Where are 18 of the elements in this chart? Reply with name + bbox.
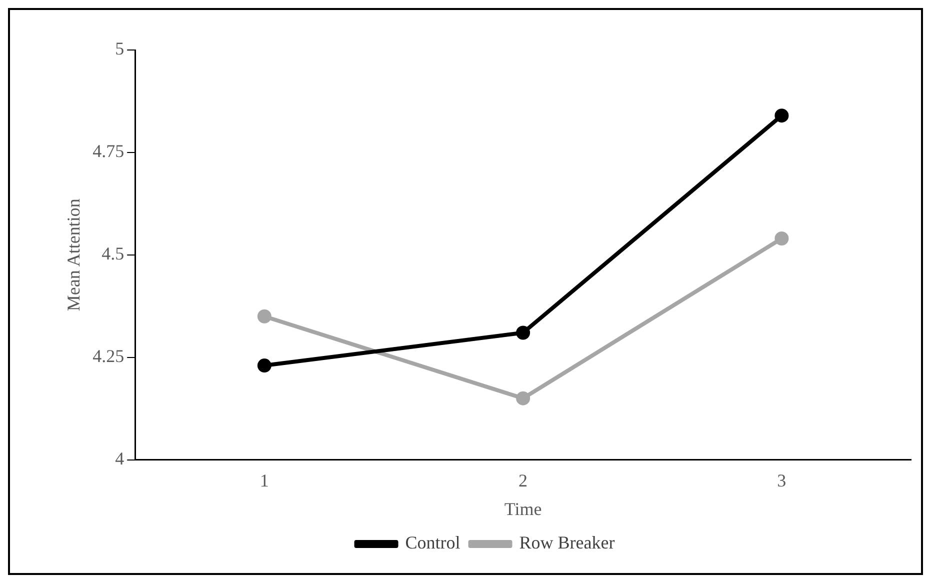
point <box>774 232 789 246</box>
point <box>516 391 530 406</box>
x-tick-label: 2 <box>518 470 528 490</box>
x-tick-label: 1 <box>260 470 269 490</box>
y-tick-label: 4.25 <box>92 346 124 366</box>
x-axis-title: Time <box>504 498 542 519</box>
point <box>516 326 530 340</box>
legend-label: Row Breaker <box>519 532 615 553</box>
y-tick-label: 4.5 <box>102 244 124 264</box>
y-axis-title: Mean Attention <box>64 198 84 312</box>
point <box>774 108 789 123</box>
point <box>257 358 272 373</box>
y-tick-label: 4.75 <box>92 141 124 162</box>
y-tick-label: 5 <box>115 38 124 59</box>
x-tick-label: 3 <box>777 470 786 490</box>
legend-label: Control <box>405 532 460 553</box>
point <box>257 309 272 324</box>
y-tick-label: 4 <box>115 448 124 469</box>
